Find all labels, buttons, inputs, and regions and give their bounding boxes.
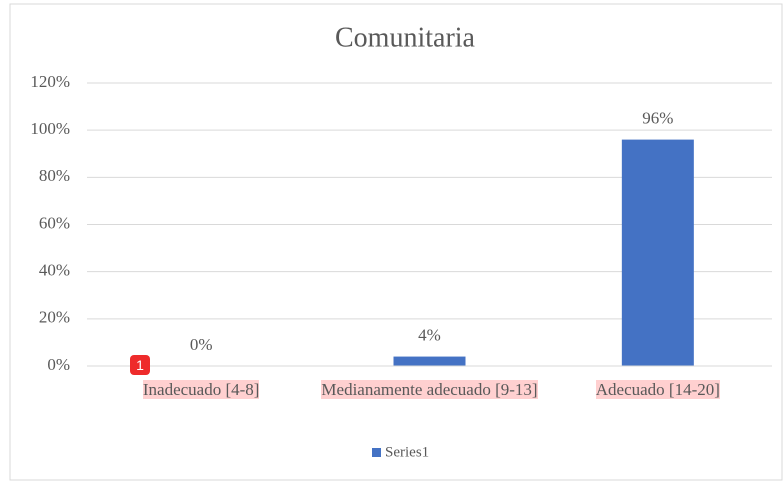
data-label: 4% [418,325,441,344]
legend-label: Series1 [385,444,429,460]
annotation-badge: 1 [130,355,150,375]
x-tick-text: Inadecuado [4-8] [142,380,260,399]
y-tick-label: 80% [39,166,70,185]
y-tick-label: 0% [47,355,70,374]
x-tick-label: Medianamente adecuado [9-13] [315,380,545,400]
y-tick-label: 20% [39,308,70,327]
legend-swatch [372,448,381,457]
data-label: 96% [642,109,673,128]
chart-title: Comunitaria [335,22,476,53]
y-tick-label: 40% [39,261,70,280]
bar [621,139,694,366]
x-tick-text: Medianamente adecuado [9-13] [321,380,538,399]
y-tick-label: 60% [39,213,70,232]
y-tick-label: 100% [30,119,70,138]
bar [393,356,466,366]
y-tick-label: 120% [30,72,70,91]
x-tick-label: Adecuado [14-20] [543,380,773,400]
x-tick-text: Adecuado [14-20] [595,380,720,399]
x-tick-label: Inadecuado [4-8] [86,380,316,400]
data-label: 0% [190,335,213,354]
